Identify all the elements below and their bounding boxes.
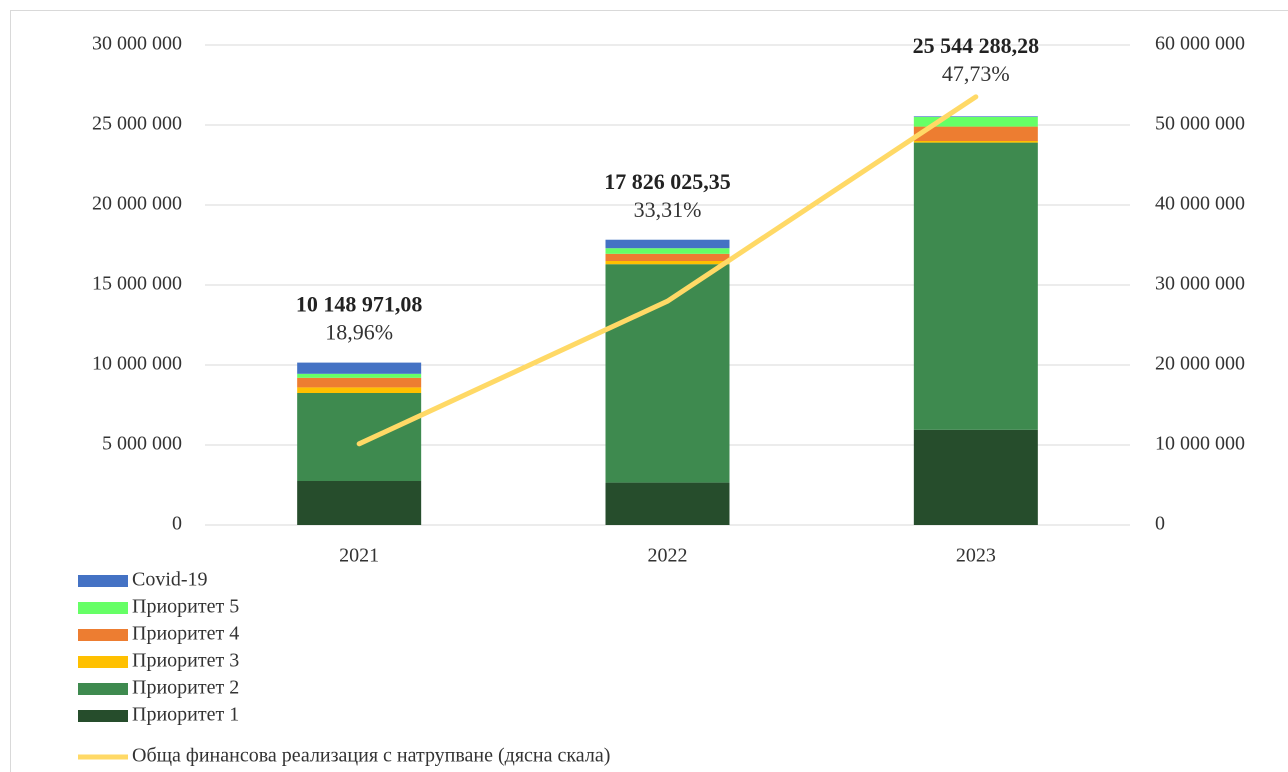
x-tick-label: 2021 bbox=[339, 545, 379, 567]
y-tick-label: 0 bbox=[172, 513, 182, 535]
legend-swatch bbox=[78, 602, 128, 614]
bar-segment bbox=[913, 117, 1038, 127]
share-label: 47,73% bbox=[942, 61, 1010, 86]
x-tick-label: 2022 bbox=[648, 545, 688, 567]
bar-segment bbox=[913, 429, 1038, 525]
bar-segment bbox=[605, 482, 730, 525]
bar-segment bbox=[913, 116, 1038, 117]
legend-label: Covid-19 bbox=[132, 569, 208, 591]
legend-label: Обща финансова реализация с натрупване (… bbox=[132, 745, 610, 767]
y-tick-label: 20 000 000 bbox=[92, 193, 182, 215]
legend-label: Приоритет 1 bbox=[132, 704, 239, 726]
legend-label: Приоритет 3 bbox=[132, 650, 239, 672]
y2-tick-label: 60 000 000 bbox=[1155, 33, 1245, 55]
x-tick-label: 2023 bbox=[956, 545, 996, 567]
bar-segment bbox=[297, 362, 422, 374]
chart-frame bbox=[10, 10, 1288, 772]
bar-segment bbox=[605, 253, 730, 261]
y-tick-label: 30 000 000 bbox=[92, 33, 182, 55]
share-label: 18,96% bbox=[325, 320, 393, 345]
total-label: 10 148 971,08 bbox=[296, 292, 423, 317]
bar-segment bbox=[913, 141, 1038, 143]
y-tick-label: 5 000 000 bbox=[102, 433, 182, 455]
bar-segment bbox=[605, 264, 730, 483]
y2-tick-label: 40 000 000 bbox=[1155, 193, 1245, 215]
bar-segment bbox=[605, 261, 730, 265]
bar-segment bbox=[605, 248, 730, 254]
y2-tick-label: 0 bbox=[1155, 513, 1165, 535]
y-tick-label: 15 000 000 bbox=[92, 273, 182, 295]
legend-label: Приоритет 2 bbox=[132, 677, 239, 699]
bar-segment bbox=[913, 142, 1038, 430]
y2-tick-label: 10 000 000 bbox=[1155, 433, 1245, 455]
bar-segment bbox=[297, 387, 422, 393]
total-label: 17 826 025,35 bbox=[604, 169, 731, 194]
bar-segment bbox=[297, 393, 422, 481]
y2-tick-label: 30 000 000 bbox=[1155, 273, 1245, 295]
legend-label: Приоритет 4 bbox=[132, 623, 239, 645]
legend-swatch bbox=[78, 656, 128, 668]
bar-segment bbox=[297, 481, 422, 525]
total-label: 25 544 288,28 bbox=[913, 33, 1040, 58]
bar-segment bbox=[605, 239, 730, 249]
bar-segment bbox=[297, 373, 422, 378]
y2-tick-label: 20 000 000 bbox=[1155, 353, 1245, 375]
legend-label: Приоритет 5 bbox=[132, 596, 239, 618]
share-label: 33,31% bbox=[634, 197, 702, 222]
bar-segment bbox=[913, 126, 1038, 141]
legend-swatch bbox=[78, 629, 128, 641]
legend-swatch bbox=[78, 710, 128, 722]
line bbox=[356, 94, 979, 447]
legend-swatch bbox=[78, 575, 128, 587]
y2-tick-label: 50 000 000 bbox=[1155, 113, 1245, 135]
bar-segment bbox=[297, 377, 422, 388]
y-tick-label: 25 000 000 bbox=[92, 113, 182, 135]
legend-swatch bbox=[78, 683, 128, 695]
y-tick-label: 10 000 000 bbox=[92, 353, 182, 375]
